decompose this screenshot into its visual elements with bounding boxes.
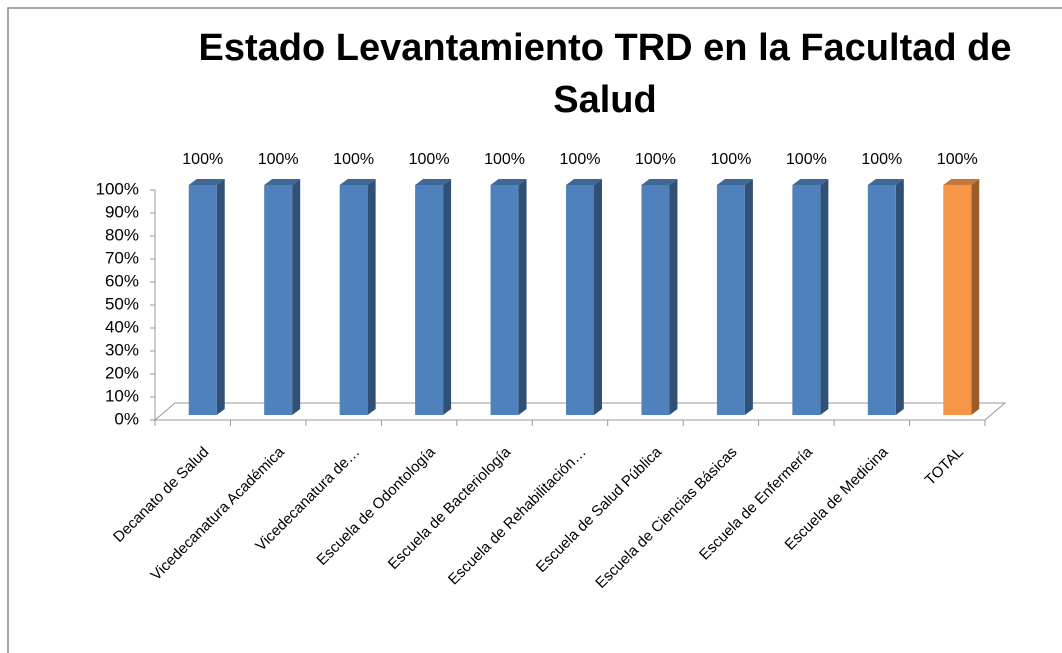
value-label: 100% [560, 151, 601, 168]
bar-side [443, 179, 452, 415]
y-tick-label: 10% [105, 386, 139, 405]
y-tick-label: 100% [96, 179, 139, 198]
value-label: 100% [333, 151, 374, 168]
value-label: 100% [258, 151, 299, 168]
y-tick-label: 30% [105, 340, 139, 359]
bar-front [716, 185, 745, 415]
bar-side [292, 179, 301, 415]
bar [188, 179, 225, 415]
bar-top [415, 179, 452, 185]
bar-top [867, 179, 904, 185]
bar-top [566, 179, 602, 185]
chart-title: Estado Levantamiento TRD en la Facultad … [198, 27, 1012, 121]
bar-front [792, 185, 821, 415]
bar-top [792, 179, 829, 185]
bar-front [188, 185, 217, 415]
x-tick-label: Escuela de Salud Pública [533, 443, 666, 576]
bar-side [971, 179, 980, 415]
bar [641, 179, 678, 415]
x-tick-label: Escuela de Rehabilitación… [445, 444, 590, 589]
bar [264, 179, 301, 415]
bar-front [415, 185, 444, 415]
bar-top [716, 179, 753, 185]
chart-border [7, 7, 1062, 653]
value-label: 100% [182, 151, 223, 168]
bar-side [216, 179, 225, 415]
value-label: 100% [710, 151, 751, 168]
bar-front [943, 185, 972, 415]
bar-side [895, 179, 904, 415]
value-label: 100% [937, 151, 978, 168]
bar-top [188, 179, 225, 185]
bar-side [744, 179, 753, 415]
x-tick-label: TOTAL [922, 444, 967, 489]
bar [415, 179, 452, 415]
bar-front [490, 185, 519, 415]
bar-top [339, 179, 376, 185]
y-tick-label: 80% [105, 225, 139, 244]
bar-top [264, 179, 301, 185]
value-label: 100% [635, 151, 676, 168]
bar-front [641, 185, 670, 415]
bar-top [641, 179, 678, 185]
bar [943, 179, 980, 415]
bar-front [339, 185, 368, 415]
y-tick-label: 20% [105, 363, 139, 382]
bar-front [867, 185, 896, 415]
value-label: 100% [861, 151, 902, 168]
bar [339, 179, 376, 415]
bar-side [594, 179, 602, 415]
bar-front [264, 185, 293, 415]
bar [490, 179, 527, 415]
y-tick-label: 60% [105, 271, 139, 290]
value-label: 100% [409, 151, 450, 168]
bar-top [490, 179, 527, 185]
bar-top [943, 179, 980, 185]
bar-side [367, 179, 376, 415]
bar [792, 179, 829, 415]
bar-side [820, 179, 829, 415]
bar-side [518, 179, 527, 415]
bar [566, 179, 602, 415]
bar [867, 179, 904, 415]
bar [716, 179, 753, 415]
y-tick-label: 90% [105, 202, 139, 221]
x-tick-label: Vicedecanatura Académica [147, 443, 288, 584]
x-tick-label: Escuela de Bacteriología [385, 443, 515, 573]
y-tick-label: 0% [114, 409, 139, 428]
value-label: 100% [484, 151, 525, 168]
y-tick-label: 70% [105, 248, 139, 267]
bar-front [566, 185, 594, 415]
y-tick-label: 50% [105, 294, 139, 313]
y-tick-label: 40% [105, 317, 139, 336]
bar-side [669, 179, 678, 415]
x-tick-label: Escuela de Ciencias Básicas [592, 444, 740, 592]
value-label: 100% [786, 151, 827, 168]
